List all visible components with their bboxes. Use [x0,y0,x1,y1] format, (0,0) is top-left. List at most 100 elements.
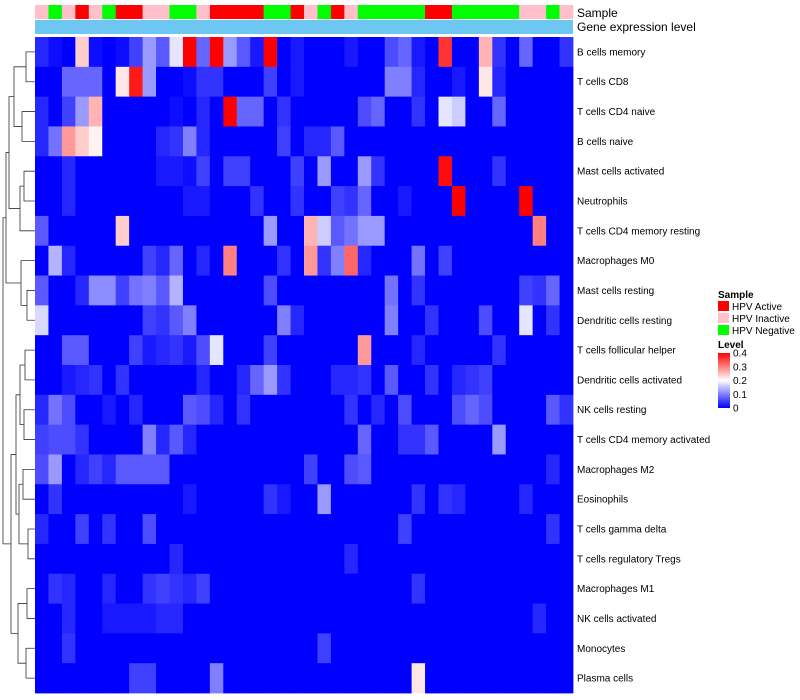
heatmap-cell [384,394,399,426]
heatmap-cell [35,305,49,336]
dendrogram-branch [2,217,11,545]
heatmap-cell [250,186,265,217]
heatmap-cell [478,126,493,157]
heatmap-cell [304,305,318,336]
heatmap-cell [250,126,265,157]
sample-annotation-cell [115,5,130,19]
heatmap-cell [48,543,63,575]
heatmap-cell [196,633,211,664]
heatmap-cell [129,275,143,306]
heatmap-cell [75,215,90,247]
heatmap-cell [505,484,520,515]
heatmap-cell [102,186,117,217]
heatmap-cell [88,156,103,187]
heatmap-cell [277,663,291,694]
heatmap-cell [465,454,480,485]
sample-annotation-cell [357,5,372,19]
heatmap-cell [357,573,372,604]
heatmap-cell [196,215,211,247]
heatmap-cell [115,484,130,515]
heatmap-cell [559,543,574,575]
sample-annotation-cell [451,5,466,19]
heatmap-cell [465,126,480,157]
heatmap-cell [411,633,426,664]
heatmap-cell [546,365,560,396]
heatmap-cell [519,245,534,276]
heatmap-cell [115,454,130,485]
heatmap-cell [61,573,76,604]
heatmap-cell [263,573,278,604]
heatmap-cell [250,663,265,694]
heatmap-cell [532,245,547,276]
legend-level-tick: 0.1 [733,390,747,401]
row-label: Dendritic cells activated [577,375,682,386]
heatmap-cell [88,633,103,664]
heatmap-cell [209,335,224,366]
heatmap-cell [88,424,103,455]
heatmap-cell [546,603,560,634]
heatmap-cell [384,275,399,306]
heatmap-cell [478,275,493,306]
heatmap-cell [102,573,117,604]
sample-annotation-cell [330,5,345,19]
heatmap-cell [156,66,170,98]
heatmap-cell [156,96,170,127]
dendrogram-branch [22,468,35,500]
heatmap-cell [371,335,386,366]
sample-annotation-cell [384,5,399,19]
heatmap-cell [344,454,359,485]
row-label: NK cells activated [577,614,656,625]
heatmap-cell [411,454,426,485]
heatmap-cell [411,245,426,276]
heatmap-cell [61,126,76,157]
heatmap-cell [129,37,143,68]
heatmap-cell [438,603,453,634]
dendrogram-branch [18,483,28,545]
heatmap-cell [75,484,90,515]
heatmap-cell [223,424,238,455]
heatmap-cell [102,126,117,157]
heatmap-cell [304,603,318,634]
heatmap-cell [505,633,520,664]
heatmap-cell [398,543,412,575]
heatmap-cell [48,603,63,634]
heatmap-cell [196,603,211,634]
heatmap-cell [371,424,386,455]
heatmap-cell [250,603,265,634]
sample-annotation-cell [142,5,157,19]
heatmap-cell [492,275,507,306]
heatmap-cell [559,514,574,545]
heatmap-cell [465,573,480,604]
heatmap-cell [465,215,480,247]
heatmap-cell [142,573,157,604]
heatmap-cell [223,305,238,336]
heatmap-cell [223,275,238,306]
heatmap-cell [250,37,265,68]
heatmap-cell [182,633,197,664]
sample-annotation-cell [35,5,49,19]
heatmap-cell [250,514,265,545]
heatmap-cell [532,335,547,366]
heatmap-cell [492,186,507,217]
heatmap-cell [61,215,76,247]
heatmap-cell [546,514,560,545]
heatmap-cell [317,156,332,187]
row-label: Mast cells resting [577,286,654,297]
heatmap-cell [304,633,318,664]
heatmap-cell [478,514,493,545]
heatmap-cell [290,66,305,98]
heatmap-cell [398,603,412,634]
heatmap-cell [425,275,439,306]
heatmap-cell [398,37,412,68]
heatmap-cell [209,37,224,68]
sample-annotation-cell [102,5,117,19]
heatmap-cell [451,663,466,694]
heatmap-cell [75,66,90,98]
legend-level-tick: 0.4 [733,349,747,360]
heatmap-cell [169,484,184,515]
heatmap-cell [277,275,291,306]
heatmap-cell [115,66,130,98]
heatmap-cell [277,156,291,187]
heatmap-cell [263,37,278,68]
heatmap-cell [478,96,493,127]
